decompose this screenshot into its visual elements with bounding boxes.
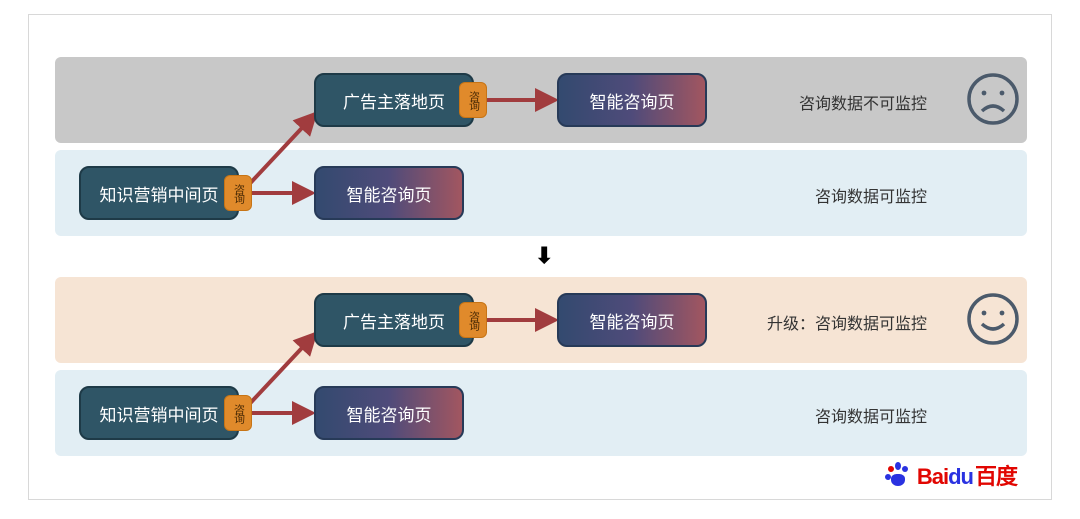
node-smart-consult-3: 智能咨询页	[557, 293, 707, 347]
node-smart-consult-2: 智能咨询页	[314, 166, 464, 220]
node-label: 广告主落地页	[343, 308, 445, 333]
baidu-paw-icon	[885, 462, 911, 488]
consult-badge-icon: 咨询	[459, 302, 487, 338]
baidu-logo: Baidu百度	[885, 459, 1017, 491]
diagram-canvas: 咨询数据不可监控 咨询数据可监控 升级：咨询数据可监控 咨询数据可监控 广告主落…	[28, 14, 1052, 500]
node-knowledge-mid-2: 知识营销中间页	[79, 386, 239, 440]
band-1-caption: 咨询数据不可监控	[799, 90, 927, 114]
consult-badge-icon: 咨询	[224, 395, 252, 431]
band-3-caption: 升级：咨询数据可监控	[767, 310, 927, 334]
node-label: 知识营销中间页	[100, 181, 219, 206]
node-smart-consult-1: 智能咨询页	[557, 73, 707, 127]
happy-face-icon	[965, 291, 1021, 347]
node-label: 智能咨询页	[347, 181, 432, 206]
node-ad-landing-2: 广告主落地页	[314, 293, 474, 347]
node-knowledge-mid-1: 知识营销中间页	[79, 166, 239, 220]
node-label: 智能咨询页	[590, 88, 675, 113]
node-label: 知识营销中间页	[100, 401, 219, 426]
consult-badge-icon: 咨询	[459, 82, 487, 118]
sad-face-icon	[965, 71, 1021, 127]
node-label: 智能咨询页	[347, 401, 432, 426]
band-2-caption: 咨询数据可监控	[815, 183, 927, 207]
consult-badge-icon: 咨询	[224, 175, 252, 211]
band-4-caption: 咨询数据可监控	[815, 403, 927, 427]
node-ad-landing-1: 广告主落地页	[314, 73, 474, 127]
node-label: 广告主落地页	[343, 88, 445, 113]
node-label: 智能咨询页	[590, 308, 675, 333]
down-arrow-icon: ⬇	[535, 243, 553, 269]
brand-text: Baidu百度	[917, 459, 1017, 491]
node-smart-consult-4: 智能咨询页	[314, 386, 464, 440]
